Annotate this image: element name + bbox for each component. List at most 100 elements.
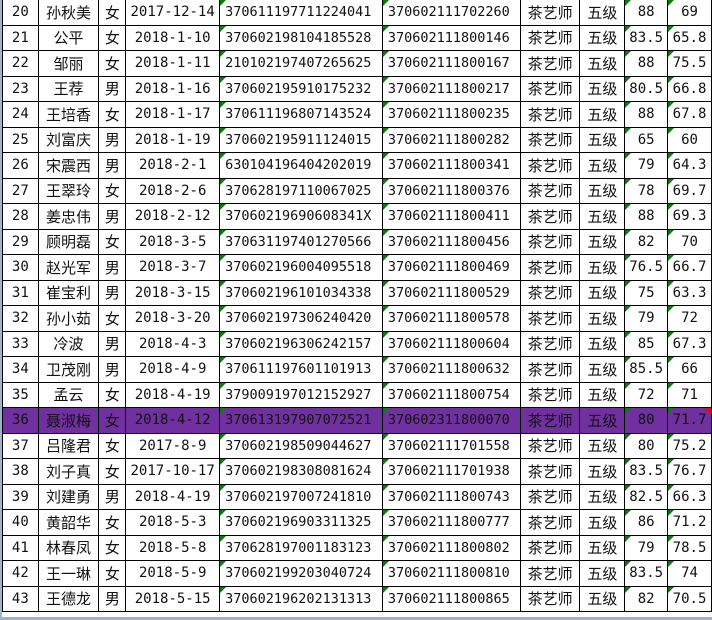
name-cell[interactable]: 王德龙	[37, 585, 100, 612]
theory-score-cell[interactable]: 75	[624, 279, 669, 306]
table-row[interactable]: 30 赵光军男 2018-3-7 370602196004095518 37060211…	[2, 254, 712, 281]
level-cell[interactable]: 五级	[579, 483, 626, 510]
date-cell[interactable]: 2018-3-15	[125, 279, 221, 306]
id-number-cell[interactable]: 370602195911124015	[219, 126, 383, 153]
name-cell[interactable]: 刘建勇	[37, 483, 100, 510]
name-cell[interactable]: 孟云	[37, 381, 100, 408]
practical-score-cell[interactable]: 66	[667, 356, 712, 383]
certificate-number-cell[interactable]: 370602111800777	[381, 509, 521, 536]
certificate-number-cell[interactable]: 370602111800341	[381, 152, 521, 179]
name-cell[interactable]: 公平	[37, 24, 100, 51]
row-number-cell[interactable]: 43	[2, 585, 39, 612]
occupation-cell[interactable]: 茶艺师	[519, 356, 581, 383]
row-number-cell[interactable]: 33	[2, 330, 39, 357]
theory-score-cell[interactable]: 83.5	[624, 458, 669, 485]
table-row[interactable]: 20 孙秋美女 2017-12-14 370611197711224041 370602…	[2, 0, 712, 26]
row-number-cell[interactable]: 31	[2, 279, 39, 306]
gender-cell[interactable]: 女	[98, 509, 127, 536]
id-number-cell[interactable]: 370613197907072521	[219, 407, 383, 434]
table-row[interactable]: 33 冷波 男 2018-4-3 370602196306242157 370602111…	[2, 330, 712, 357]
occupation-cell[interactable]: 茶艺师	[519, 585, 581, 612]
theory-score-cell[interactable]: 78	[624, 177, 669, 204]
name-cell[interactable]: 王培香	[37, 101, 100, 128]
name-cell[interactable]: 崔宝利	[37, 279, 100, 306]
date-cell[interactable]: 2018-3-20	[125, 305, 221, 332]
certificate-number-cell[interactable]: 370602111800167	[381, 50, 521, 77]
table-row[interactable]: 38 刘子真女 2017-10-17 370602198308081624 370602…	[2, 458, 712, 485]
practical-score-cell[interactable]: 69.7	[667, 177, 712, 204]
occupation-cell[interactable]: 茶艺师	[519, 75, 581, 102]
gender-cell[interactable]: 女	[98, 305, 127, 332]
table-row[interactable]: 23 王荐 男 2018-1-16 370602195910175232 37060211…	[2, 75, 712, 102]
gender-cell[interactable]: 女	[98, 24, 127, 51]
theory-score-cell[interactable]: 83.5	[624, 24, 669, 51]
level-cell[interactable]: 五级	[579, 356, 626, 383]
level-cell[interactable]: 五级	[579, 177, 626, 204]
practical-score-cell[interactable]: 69.3	[667, 203, 712, 230]
certificate-number-cell[interactable]: 370602111800743	[381, 483, 521, 510]
level-cell[interactable]: 五级	[579, 279, 626, 306]
certificate-number-cell[interactable]: 370602111702260	[381, 0, 521, 26]
practical-score-cell[interactable]: 64.3	[667, 152, 712, 179]
table-row[interactable]: 40 黄韶华女 2018-5-3 370602196903311325 37060211…	[2, 509, 712, 536]
table-row[interactable]: 35 孟云 女 2018-4-19 379009197012152927 37060211…	[2, 381, 712, 408]
date-cell[interactable]: 2018-4-19	[125, 381, 221, 408]
level-cell[interactable]: 五级	[579, 458, 626, 485]
occupation-cell[interactable]: 茶艺师	[519, 279, 581, 306]
row-number-cell[interactable]: 20	[2, 0, 39, 26]
occupation-cell[interactable]: 茶艺师	[519, 381, 581, 408]
date-cell[interactable]: 2017-8-9	[125, 432, 221, 459]
table-row[interactable]: 28 姜忠伟男 2018-2-12 37060219690608341X 3706021…	[2, 203, 712, 230]
name-cell[interactable]: 王荐	[37, 75, 100, 102]
date-cell[interactable]: 2018-5-8	[125, 534, 221, 561]
name-cell[interactable]: 聂淑梅	[37, 407, 100, 434]
theory-score-cell[interactable]: 88	[624, 0, 669, 26]
level-cell[interactable]: 五级	[579, 432, 626, 459]
table-row[interactable]: 32 孙小茹女 2018-3-20 370602197306240420 3706021…	[2, 305, 712, 332]
name-cell[interactable]: 邹丽	[37, 50, 100, 77]
occupation-cell[interactable]: 茶艺师	[519, 432, 581, 459]
date-cell[interactable]: 2018-4-12	[125, 407, 221, 434]
gender-cell[interactable]: 男	[98, 279, 127, 306]
certificate-number-cell[interactable]: 370602111800754	[381, 381, 521, 408]
theory-score-cell[interactable]: 76.5	[624, 254, 669, 281]
theory-score-cell[interactable]: 88	[624, 101, 669, 128]
table-row[interactable]: 36 聂淑梅女 2018-4-12 370613197907072521 3706023…	[2, 407, 712, 434]
practical-score-cell[interactable]: 63.3	[667, 279, 712, 306]
gender-cell[interactable]: 女	[98, 381, 127, 408]
practical-score-cell[interactable]: 71.7	[667, 407, 712, 434]
date-cell[interactable]: 2018-1-10	[125, 24, 221, 51]
row-number-cell[interactable]: 23	[2, 75, 39, 102]
gender-cell[interactable]: 男	[98, 152, 127, 179]
name-cell[interactable]: 王翠玲	[37, 177, 100, 204]
id-number-cell[interactable]: 379009197012152927	[219, 381, 383, 408]
theory-score-cell[interactable]: 82.5	[624, 483, 669, 510]
row-number-cell[interactable]: 36	[2, 407, 39, 434]
practical-score-cell[interactable]: 70.5	[667, 585, 712, 612]
row-number-cell[interactable]: 38	[2, 458, 39, 485]
theory-score-cell[interactable]: 85	[624, 330, 669, 357]
level-cell[interactable]: 五级	[579, 203, 626, 230]
id-number-cell[interactable]: 370611197601101913	[219, 356, 383, 383]
level-cell[interactable]: 五级	[579, 509, 626, 536]
level-cell[interactable]: 五级	[579, 75, 626, 102]
table-row[interactable]: 22 邹丽 女 2018-1-11 210102197407265625 37060211…	[2, 50, 712, 77]
gender-cell[interactable]: 男	[98, 75, 127, 102]
name-cell[interactable]: 吕隆君	[37, 432, 100, 459]
theory-score-cell[interactable]: 65	[624, 126, 669, 153]
id-number-cell[interactable]: 370602196202131313	[219, 585, 383, 612]
gender-cell[interactable]: 女	[98, 534, 127, 561]
date-cell[interactable]: 2018-1-19	[125, 126, 221, 153]
date-cell[interactable]: 2018-4-3	[125, 330, 221, 357]
certificate-number-cell[interactable]: 370602111800865	[381, 585, 521, 612]
level-cell[interactable]: 五级	[579, 585, 626, 612]
level-cell[interactable]: 五级	[579, 50, 626, 77]
occupation-cell[interactable]: 茶艺师	[519, 203, 581, 230]
date-cell[interactable]: 2017-10-17	[125, 458, 221, 485]
date-cell[interactable]: 2018-4-9	[125, 356, 221, 383]
occupation-cell[interactable]: 茶艺师	[519, 126, 581, 153]
gender-cell[interactable]: 男	[98, 126, 127, 153]
theory-score-cell[interactable]: 88	[624, 203, 669, 230]
id-number-cell[interactable]: 370602196306242157	[219, 330, 383, 357]
gender-cell[interactable]: 女	[98, 0, 127, 26]
